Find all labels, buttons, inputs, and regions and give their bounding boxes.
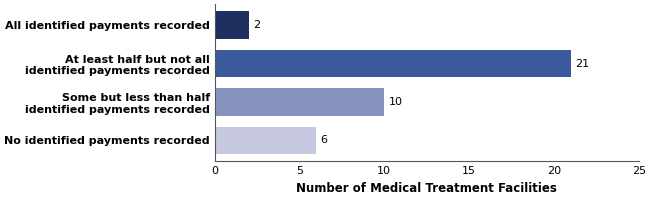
- Bar: [214, 88, 384, 116]
- X-axis label: Number of Medical Treatment Facilities: Number of Medical Treatment Facilities: [296, 182, 557, 195]
- Bar: [214, 11, 248, 39]
- Text: 21: 21: [575, 59, 590, 69]
- Text: 10: 10: [389, 97, 402, 107]
- Bar: [214, 127, 317, 154]
- Bar: [214, 50, 571, 77]
- Text: 6: 6: [320, 136, 328, 145]
- Text: 2: 2: [253, 20, 260, 30]
